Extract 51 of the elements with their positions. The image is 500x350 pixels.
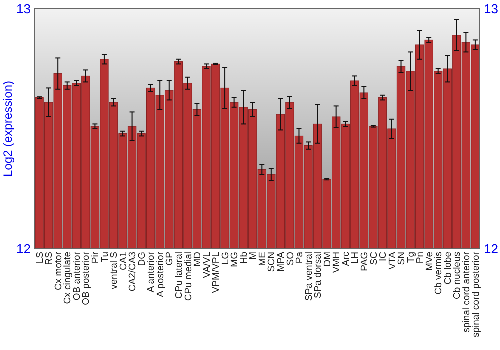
x-tick-label: RS (44, 252, 56, 266)
x-tick-label: OB posterior (81, 252, 92, 306)
x-tick-label: MD (192, 252, 204, 267)
x-tick-label: M (248, 252, 260, 260)
y-axis-title: Log2 (expression) (1, 80, 15, 178)
x-tick-label: Cb lobe (442, 252, 454, 285)
x-tick-label: MVe (424, 252, 436, 272)
x-tick-label: CPu lateral (174, 252, 185, 299)
x-tick-label: Cb vermis (434, 252, 445, 295)
x-tick-label: Cx cingulate (62, 252, 74, 304)
x-tick-label: DM (322, 252, 334, 267)
x-tick-label: Cx motor (53, 252, 64, 291)
x-tick-label: Hb (238, 252, 250, 264)
x-tick-label: GP (164, 252, 176, 266)
x-tick-label: VMH (332, 252, 343, 274)
x-tick-label: SO (285, 252, 296, 266)
y2-tick-label: 12 (484, 242, 498, 257)
x-tick-label: spinal cord posterior (470, 252, 482, 338)
x-tick-label: LS (34, 252, 46, 264)
y2-tick-label: 13 (484, 2, 498, 17)
x-tick-label: Tu (100, 252, 111, 263)
x-tick-label: Cb nucleus (452, 252, 464, 300)
x-tick-label: ME (257, 252, 268, 266)
x-tick-label: A anterior (146, 252, 158, 293)
x-tick-label: IC (378, 252, 390, 262)
x-tick-label: SCN (266, 252, 278, 272)
x-tick-label: MG (230, 252, 241, 268)
x-tick-label: spinal cord anterior (462, 252, 473, 333)
x-tick-label: VPM/VPL (211, 252, 222, 294)
x-tick-label: CA2/CA3 (128, 252, 139, 292)
x-tick-label: MPA (276, 251, 288, 272)
x-tick-label: ventral S (109, 252, 120, 290)
x-tick-label: CA1 (118, 252, 130, 270)
x-tick-label: SPa dorsal (313, 252, 324, 298)
x-tick-label: A posterior (155, 252, 166, 298)
x-tick-label: LH (350, 252, 362, 264)
x-tick-label: Arc (340, 252, 352, 266)
x-tick-label: DG (136, 252, 148, 266)
x-tick-label: SPa ventral (304, 252, 315, 302)
x-tick-label: SN (396, 252, 408, 266)
x-tick-label: Pn (415, 252, 426, 264)
x-tick-label: CPu medial (183, 252, 194, 302)
x-tick-label: Pa (294, 251, 306, 264)
x-tick-label: Tg (406, 252, 417, 264)
x-tick-label: OB anterior (72, 252, 83, 301)
x-tick-label: PAG (359, 252, 370, 272)
x-tick-label: SC (368, 252, 380, 266)
x-tick-label: VA/VL (202, 252, 213, 278)
x-tick-label: Pir (90, 252, 102, 264)
x-tick-label: VTA (387, 251, 398, 270)
x-tick-label: LG (220, 252, 232, 265)
